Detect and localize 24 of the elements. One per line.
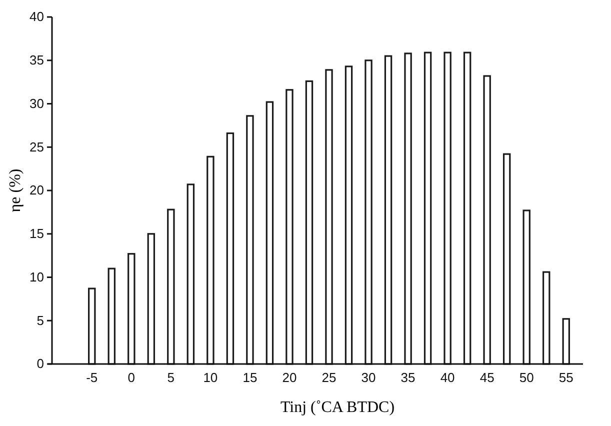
x-tick-label: 25 [322,370,336,386]
x-axis-title: Tinj (˚CA BTDC) [280,399,395,416]
x-tick-label: 40 [440,370,455,386]
y-tick-label: 30 [30,96,44,111]
y-tick-label: 20 [30,182,44,198]
x-tick-label: 45 [480,370,494,386]
y-tick-label: 10 [30,269,44,284]
y-tick-label: 15 [30,226,44,242]
x-tick-label: 35 [400,370,416,386]
x-tick-label: 55 [558,370,574,386]
y-tick-label: 25 [30,139,44,154]
y-tick-label: 0 [36,356,44,372]
x-tick-label: 15 [242,370,258,386]
x-tick-label: 30 [361,370,376,386]
x-tick-label: 0 [128,370,136,386]
x-tick-label: 10 [203,370,218,386]
x-tick-label: -5 [86,370,98,386]
x-tick-label: 20 [282,370,297,386]
x-tick-label: 50 [519,370,534,386]
y-tick-label: 40 [30,9,44,24]
y-tick-label: 5 [36,312,44,328]
x-tick-label: 5 [167,370,175,386]
y-axis-title: ηe (%) [7,168,24,212]
y-tick-label: 35 [30,52,44,68]
